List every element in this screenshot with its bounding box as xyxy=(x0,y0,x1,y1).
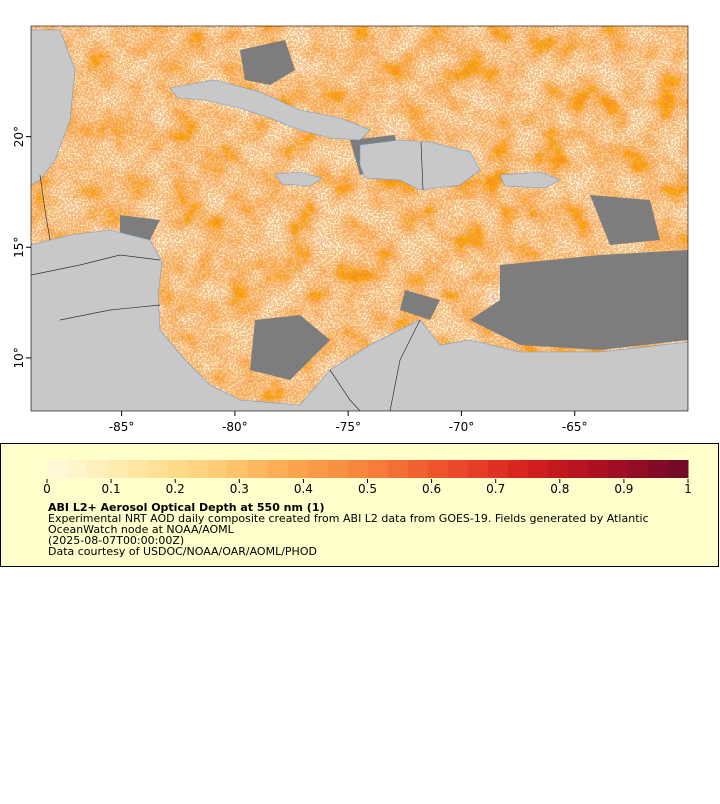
legend-line: Experimental NRT AOD daily composite cre… xyxy=(48,512,649,525)
colorbar-step xyxy=(127,460,148,478)
colorbar-step xyxy=(107,460,128,478)
colorbar-step xyxy=(147,460,168,478)
x-tick-label: -75° xyxy=(335,420,361,434)
colorbar-tick-label: 0.7 xyxy=(486,482,505,496)
colorbar-step xyxy=(407,460,429,478)
legend-line: (2025-08-07T00:00:00Z) xyxy=(48,534,184,547)
colorbar-step xyxy=(247,460,268,478)
colorbar-tick-label: 0.9 xyxy=(614,482,633,496)
colorbar-step xyxy=(607,460,629,478)
colorbar-tick-label: 0 xyxy=(43,482,51,496)
colorbar-tick-label: 0.2 xyxy=(166,482,185,496)
borders xyxy=(31,141,424,411)
colorbar-tick-label: 1 xyxy=(684,482,692,496)
colorbar-step xyxy=(547,460,569,478)
colorbar-step xyxy=(447,460,469,478)
colorbar-step xyxy=(47,460,68,478)
colorbar-step xyxy=(287,460,308,478)
colorbar-step xyxy=(347,460,368,478)
map-image xyxy=(31,26,688,411)
colorbar-step xyxy=(67,460,88,478)
colorbar-step xyxy=(667,460,689,478)
legend-line: Data courtesy of USDOC/NOAA/OAR/AOML/PHO… xyxy=(48,545,317,558)
colorbar-step xyxy=(167,460,188,478)
x-tick-label: -65° xyxy=(562,420,588,434)
legend-line: OceanWatch node at NOAA/AOML xyxy=(48,523,235,536)
colorbar-step xyxy=(587,460,609,478)
colorbar-tick-label: 0.3 xyxy=(230,482,249,496)
x-tick-label: -80° xyxy=(222,420,248,434)
colorbar-step xyxy=(387,460,409,478)
y-tick-label: 15° xyxy=(12,237,26,258)
colorbar-tick-label: 0.6 xyxy=(422,482,441,496)
colorbar-tick-label: 0.8 xyxy=(550,482,569,496)
colorbar-tick-label: 0.1 xyxy=(102,482,121,496)
colorbar-step xyxy=(467,460,489,478)
colorbar-step xyxy=(527,460,549,478)
legend-title: ABI L2+ Aerosol Optical Depth at 550 nm … xyxy=(48,501,325,514)
x-tick-label: -85° xyxy=(109,420,135,434)
y-tick-label: 20° xyxy=(12,126,26,147)
colorbar-step xyxy=(87,460,108,478)
colorbar-step xyxy=(307,460,328,478)
colorbar-step xyxy=(267,460,288,478)
x-tick-label: -70° xyxy=(449,420,475,434)
colorbar-step xyxy=(627,460,649,478)
colorbar-step xyxy=(187,460,208,478)
colorbar-step xyxy=(227,460,248,478)
colorbar-tick-label: 0.5 xyxy=(358,482,377,496)
colorbar-step xyxy=(367,460,389,478)
colorbar-step xyxy=(647,460,669,478)
colorbar-step xyxy=(327,460,348,478)
land xyxy=(31,29,688,411)
colorbar-step xyxy=(207,460,228,478)
y-tick-label: 10° xyxy=(12,347,26,368)
colorbar-step xyxy=(487,460,509,478)
colorbar-step xyxy=(507,460,529,478)
colorbar-tick-label: 0.4 xyxy=(294,482,313,496)
map-frame xyxy=(30,25,689,412)
colorbar-step xyxy=(427,460,449,478)
colorbar-step xyxy=(567,460,589,478)
